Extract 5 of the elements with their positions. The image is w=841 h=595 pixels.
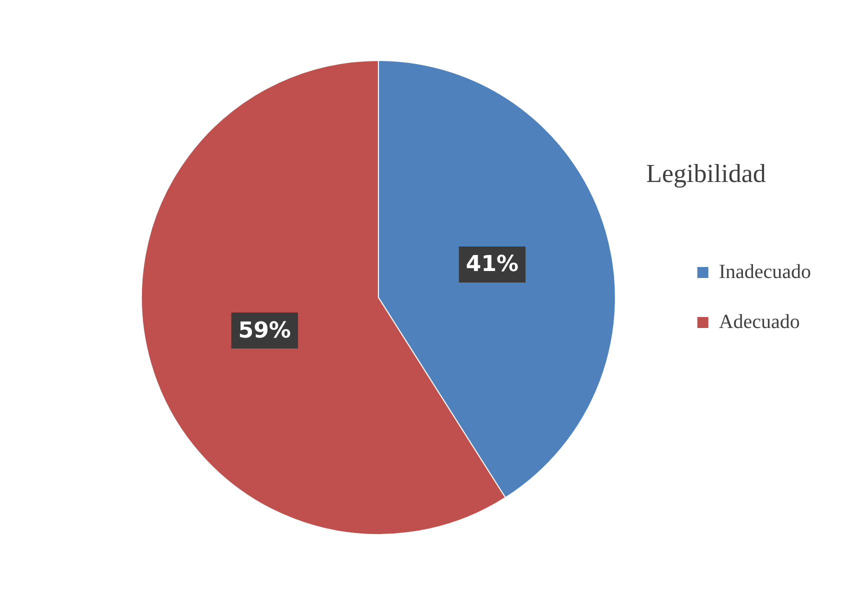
data-label: 41%: [466, 252, 519, 278]
text: Legibilidad: [646, 158, 766, 188]
legend-label: Inadecuado: [718, 260, 812, 283]
legend-label: Adecuado: [718, 310, 800, 333]
data-label: 59%: [238, 318, 291, 344]
